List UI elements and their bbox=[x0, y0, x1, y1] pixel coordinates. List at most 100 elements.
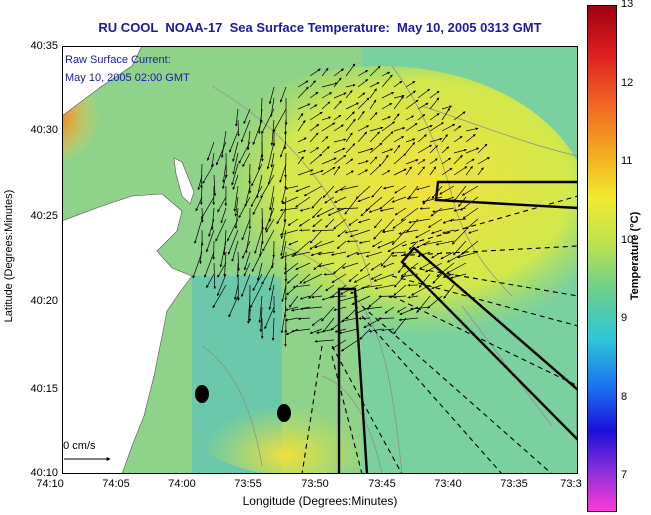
current-vector bbox=[312, 207, 323, 219]
current-vector bbox=[279, 229, 299, 236]
current-vector bbox=[199, 240, 203, 265]
current-vector bbox=[244, 185, 251, 208]
current-vector bbox=[201, 207, 204, 223]
current-vector bbox=[381, 170, 391, 176]
current-vector bbox=[429, 97, 440, 110]
current-vector bbox=[202, 163, 215, 184]
current-vector bbox=[333, 165, 341, 176]
current-vector bbox=[303, 185, 323, 197]
current-vector bbox=[266, 141, 275, 170]
current-vector bbox=[276, 207, 287, 225]
surface-current-arrows bbox=[192, 63, 490, 352]
current-vector bbox=[273, 108, 287, 133]
current-vector bbox=[237, 119, 240, 137]
current-vector bbox=[284, 328, 287, 347]
current-vector bbox=[366, 306, 383, 311]
current-vector bbox=[345, 111, 355, 121]
current-vector bbox=[399, 306, 419, 315]
current-vector bbox=[417, 166, 425, 176]
current-vector bbox=[261, 218, 264, 245]
current-vector bbox=[387, 240, 407, 253]
current-vector bbox=[439, 185, 455, 195]
current-vector bbox=[281, 196, 299, 205]
current-vector bbox=[369, 156, 378, 165]
current-vector bbox=[258, 295, 263, 324]
current-vector bbox=[257, 152, 263, 171]
current-vector bbox=[234, 108, 239, 127]
x-tick-label: 74:10 bbox=[36, 478, 64, 490]
current-vector bbox=[429, 158, 438, 165]
current-vector bbox=[297, 169, 314, 176]
x-tick-label: 74:05 bbox=[102, 478, 130, 490]
current-vector bbox=[287, 218, 299, 226]
current-vector bbox=[361, 284, 383, 290]
current-vector bbox=[373, 218, 383, 229]
current-vector bbox=[393, 153, 407, 165]
current-vector bbox=[243, 262, 251, 277]
current-legend-line2: May 10, 2005 02:00 GMT bbox=[65, 72, 190, 84]
current-vector bbox=[357, 92, 366, 99]
current-vector bbox=[233, 185, 239, 212]
current-vector bbox=[383, 185, 395, 190]
current-vector bbox=[322, 317, 335, 333]
current-vector bbox=[312, 218, 323, 228]
current-vector bbox=[430, 207, 443, 217]
current-vector bbox=[406, 196, 419, 200]
current-vector bbox=[334, 328, 347, 333]
current-vector bbox=[270, 152, 275, 168]
survey-boxes bbox=[337, 180, 578, 474]
current-vector bbox=[341, 339, 359, 352]
current-vector bbox=[396, 306, 407, 313]
current-vector bbox=[381, 121, 396, 132]
current-vector bbox=[321, 122, 336, 132]
current-vector bbox=[316, 207, 335, 217]
x-tick-label: 74:00 bbox=[168, 478, 196, 490]
current-vector bbox=[465, 127, 479, 132]
current-vector bbox=[369, 142, 383, 154]
current-vector bbox=[197, 174, 203, 191]
current-vector bbox=[381, 116, 391, 121]
current-vector bbox=[368, 207, 383, 213]
current-vector bbox=[339, 185, 359, 191]
current-vector bbox=[321, 166, 336, 176]
colorbar-tick: 8 bbox=[621, 391, 628, 403]
current-vector bbox=[333, 100, 342, 110]
current-vector bbox=[391, 229, 407, 245]
colorbar-tick: 10 bbox=[621, 234, 634, 246]
current-vector bbox=[297, 113, 304, 121]
current-vector bbox=[405, 138, 416, 143]
current-vector bbox=[468, 229, 479, 234]
current-vector bbox=[261, 262, 275, 285]
current-vector bbox=[477, 143, 488, 154]
current-vector bbox=[194, 218, 203, 244]
current-legend-line1: Raw Surface Current: bbox=[65, 54, 171, 66]
current-vector bbox=[267, 163, 275, 186]
current-vector bbox=[381, 102, 393, 110]
current-vector bbox=[440, 251, 455, 260]
current-vector bbox=[371, 185, 383, 198]
current-vector bbox=[205, 229, 215, 253]
current-vector bbox=[453, 154, 463, 165]
current-vector bbox=[429, 166, 437, 176]
current-vector bbox=[381, 91, 395, 99]
current-vector bbox=[357, 131, 368, 143]
current-vector bbox=[345, 90, 353, 99]
current-vector bbox=[394, 185, 407, 194]
current-vector bbox=[238, 141, 251, 164]
current-vector bbox=[234, 207, 239, 229]
current-vector bbox=[405, 159, 419, 165]
current-vector bbox=[369, 163, 382, 176]
current-vector bbox=[260, 174, 275, 199]
current-vector bbox=[232, 152, 239, 175]
current-vector bbox=[336, 207, 359, 211]
current-vector bbox=[405, 81, 416, 88]
current-vector bbox=[279, 163, 287, 183]
current-vector bbox=[310, 251, 323, 257]
current-vector bbox=[234, 284, 239, 301]
current-vector bbox=[344, 196, 359, 215]
current-vector bbox=[344, 229, 359, 234]
buoy-marker-1 bbox=[195, 385, 209, 403]
current-vector bbox=[250, 284, 263, 309]
current-vector bbox=[431, 284, 443, 290]
current-vector bbox=[280, 306, 287, 334]
